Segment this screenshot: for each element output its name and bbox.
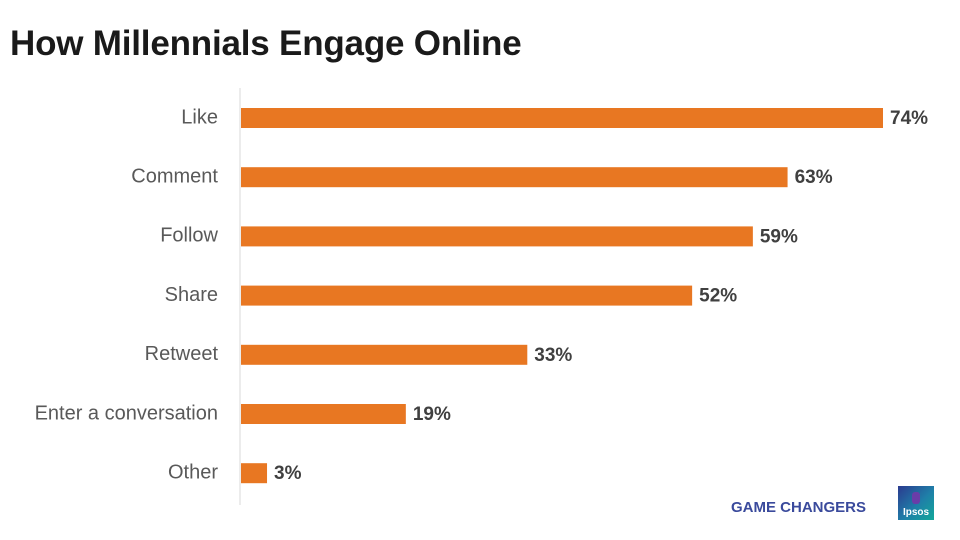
- game-changers-brand: GAME CHANGERS: [731, 499, 867, 516]
- category-label: Other: [168, 461, 218, 483]
- logo-text: Ipsos: [902, 507, 930, 518]
- value-label: 52%: [699, 286, 737, 307]
- ipsos-logo: Ipsos: [898, 486, 934, 520]
- bar: [241, 108, 883, 128]
- category-label: Like: [181, 106, 218, 128]
- value-label: 3%: [274, 463, 302, 484]
- bar: [241, 404, 406, 424]
- value-label: 74%: [890, 108, 928, 129]
- value-label: 33%: [534, 345, 572, 366]
- bar: [241, 344, 528, 365]
- logo-mark-icon: [912, 492, 920, 504]
- bar: [241, 285, 693, 306]
- category-label: Share: [165, 284, 218, 306]
- bar: [241, 226, 753, 247]
- value-label: 19%: [413, 404, 451, 425]
- category-label: Enter a conversation: [35, 402, 218, 424]
- bar: [241, 463, 268, 484]
- value-label: 63%: [795, 167, 833, 188]
- value-label: 59%: [760, 226, 798, 247]
- bar: [241, 167, 788, 188]
- category-label: Comment: [131, 165, 218, 187]
- chart-title: How Millennials Engage Online: [10, 24, 522, 63]
- category-label: Retweet: [145, 343, 219, 365]
- category-label: Follow: [160, 225, 218, 247]
